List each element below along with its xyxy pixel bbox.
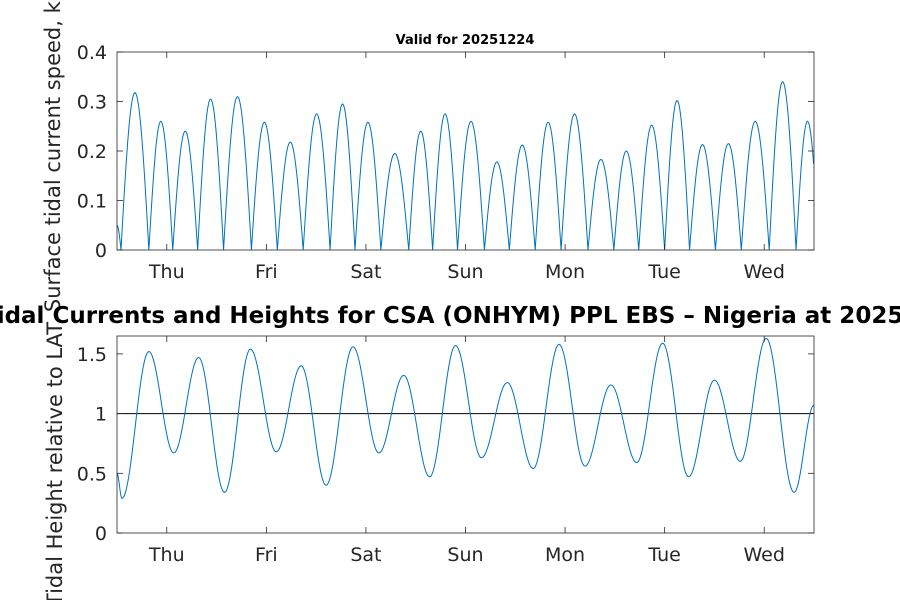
top-ticks: 0 0.1 0.2 0.3 0.4 Thu Fri Sat Sun Mon Tue Wed (77, 42, 814, 283)
bottom-ytick-label: 0.5 (77, 463, 107, 485)
current-speed-chart: Valid for 20251224 0 0.1 0.2 0.3 0.4 Thu Fri Sa… (41, 0, 815, 312)
top-xtick-label: Mon (545, 261, 585, 283)
y-axis-label-height: Tidal Height relative to LAT (43, 322, 67, 600)
top-xtick-label: Fri (255, 261, 278, 283)
top-ytick-label: 0.4 (77, 42, 107, 64)
bottom-xtick-label: Sat (350, 544, 381, 566)
top-xtick-label: Tue (647, 261, 680, 283)
bottom-ytick-label: 1 (95, 404, 107, 426)
bottom-xtick-label: Fri (255, 544, 278, 566)
plot-area-bottom (117, 336, 814, 533)
bottom-xtick-label: Tue (647, 544, 680, 566)
tidal-height-chart: 0 0.5 1 1.5 Thu Fri Sat Sun Mon Tue Wed Tidal Heig… (0, 303, 900, 600)
bottom-xtick-label: Thu (148, 544, 185, 566)
top-ytick-label: 0.3 (77, 92, 107, 114)
top-xtick-label: Sat (350, 261, 381, 283)
tidal-height-line (116, 337, 815, 499)
top-xtick-label: Wed (743, 261, 784, 283)
top-xtick-label: Thu (148, 261, 185, 283)
bottom-xtick-label: Mon (545, 544, 585, 566)
chart-title-main: idal Currents and Heights for CSA (ONHYM… (0, 303, 900, 329)
bottom-ytick-label: 1.5 (77, 344, 107, 366)
current-speed-line (116, 80, 815, 251)
bottom-ticks: 0 0.5 1 1.5 Thu Fri Sat Sun Mon Tue Wed (77, 336, 814, 566)
top-ytick-label: 0.1 (77, 191, 107, 213)
top-ytick-label: 0.2 (77, 141, 107, 163)
top-xtick-label: Sun (447, 261, 483, 283)
bottom-ytick-label: 0 (95, 523, 107, 545)
chart-title-valid: Valid for 20251224 (396, 33, 535, 48)
y-axis-label-current: Surface tidal current speed, kn (41, 0, 65, 312)
bottom-xtick-label: Wed (743, 544, 784, 566)
top-ytick-label: 0 (95, 240, 107, 262)
bottom-xtick-label: Sun (447, 544, 483, 566)
